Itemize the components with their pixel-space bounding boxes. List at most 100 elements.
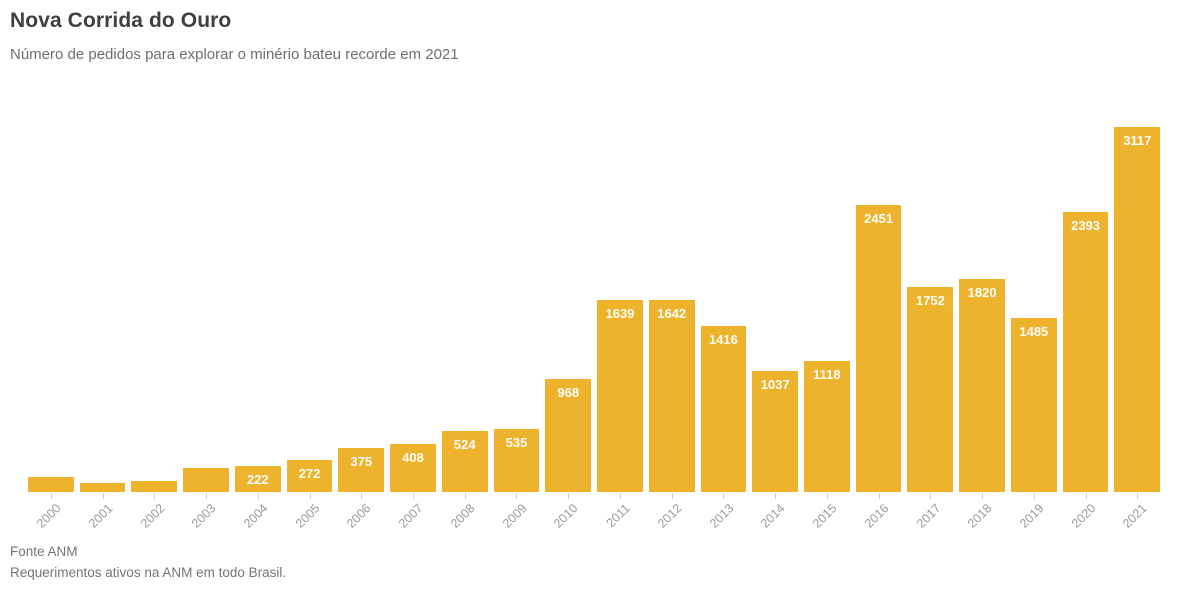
x-axis: 2000 2001 2002 2003 2004 2005 2006 2007 2008 2009… [28,492,1160,552]
x-axis-label: 2008 [447,501,478,531]
bar-value-label: 3117 [1123,133,1152,148]
axis-tick [930,493,932,499]
bar-2012: 1642 [648,300,695,492]
axis-tick [257,493,259,499]
x-axis-label: 2010 [551,501,581,531]
x-axis-label: 2001 [85,501,116,531]
x-axis-slot-2021: 2021 [1114,492,1160,552]
bar-value-label: 408 [402,450,424,465]
bar-2013: 1416 [700,326,747,492]
axis-tick [413,493,414,499]
bar-2014: 1037 [752,371,799,492]
bar-2000 [28,477,74,492]
chart-subtitle: Número de pedidos para explorar o minéri… [10,46,459,63]
x-axis-slot-2005: 2005 [287,492,333,552]
axis-tick [982,493,984,499]
axis-tick [516,493,518,499]
axis-tick [206,493,208,499]
bar-chart-plot-area: 222 272 375 408 524 535 968 1639 1642 1416 1037 111… [28,127,1161,492]
x-axis-slot-2019: 2019 [1011,492,1057,552]
bar-value-label: 2451 [864,211,894,226]
x-axis-label: 2007 [396,501,426,531]
bar-2009: 535 [493,429,540,492]
x-axis-label: 2016 [861,501,892,531]
x-axis-label: 2005 [292,501,323,531]
axis-tick [619,493,621,499]
x-axis-label: 2018 [965,501,995,531]
x-axis-label: 2009 [499,501,530,531]
bar-2017: 1752 [907,287,954,492]
bar-value-label: 1416 [708,332,738,347]
axis-tick [723,493,725,499]
axis-tick [309,493,311,499]
chart-footer: Fonte ANM Requerimentos ativos na ANM em… [10,541,286,583]
source-line: Fonte ANM [10,544,78,559]
x-axis-slot-2003: 2003 [183,492,229,552]
x-axis-label: 2006 [344,501,375,531]
bar-2021: 3117 [1114,127,1161,492]
x-axis-slot-2004: 2004 [235,492,281,552]
bar-value-label: 1485 [1019,324,1049,339]
bar-2001 [79,483,126,492]
bar-2006: 375 [338,448,385,492]
x-axis-slot-2016: 2016 [856,492,902,552]
bar-2011: 1639 [597,300,643,492]
x-axis-slot-2012: 2012 [649,492,695,552]
x-axis-slot-2011: 2011 [597,492,643,552]
bar-value-label: 1820 [967,285,997,300]
x-axis-slot-2006: 2006 [338,492,384,552]
x-axis-slot-2014: 2014 [752,492,798,552]
axis-tick [1033,493,1035,499]
axis-tick [568,493,570,499]
bar-2008: 524 [441,431,488,492]
bar-value-label: 222 [246,472,269,487]
x-axis-label: 2020 [1068,501,1099,531]
axis-tick [361,493,363,499]
x-axis-slot-2001: 2001 [80,492,126,552]
bar-value-label: 1642 [657,306,687,321]
x-axis-label: 2019 [1016,501,1047,531]
bar-value-label: 1037 [760,377,790,392]
x-axis-label: 2011 [603,501,633,531]
x-axis-slot-2002: 2002 [131,492,177,552]
axis-tick [154,493,156,499]
bar-value-label: 375 [350,454,373,469]
source-note: Requerimentos ativos na ANM em todo Bras… [10,565,287,580]
x-axis-slot-2020: 2020 [1063,492,1109,552]
x-axis-label: 2002 [137,501,168,531]
axis-tick [1085,493,1087,499]
bar-2020: 2393 [1062,212,1109,492]
x-axis-slot-2009: 2009 [494,492,540,552]
x-axis-slot-2008: 2008 [442,492,488,552]
bar-2018: 1820 [959,279,1005,492]
bar-2002 [131,481,178,492]
x-axis-label: 2015 [810,501,840,531]
x-axis-label: 2004 [240,501,271,531]
x-axis-slot-2000: 2000 [28,492,74,552]
axis-tick [671,493,673,499]
bar-2005: 272 [286,460,333,492]
bar-2007: 408 [390,444,436,492]
x-axis-slot-2018: 2018 [959,492,1005,552]
x-axis-slot-2017: 2017 [907,492,953,552]
x-axis-slot-2007: 2007 [390,492,436,552]
bar-2010: 968 [545,379,592,492]
x-axis-label: 2021 [1120,501,1151,531]
bar-value-label: 2393 [1071,218,1101,233]
x-axis-slot-2010: 2010 [545,492,591,552]
bar-value-label: 1118 [813,367,841,382]
x-axis-label: 2000 [34,501,64,531]
x-axis-slot-2015: 2015 [804,492,850,552]
bar-2003 [183,468,229,492]
x-axis-label: 2014 [758,501,788,531]
bar-2016: 2451 [855,205,902,492]
bar-value-label: 272 [298,466,321,481]
axis-tick [878,493,880,499]
bar-2019: 1485 [1010,318,1057,492]
bar-value-label: 524 [453,437,476,452]
x-axis-label: 2013 [706,501,737,531]
x-axis-label: 2003 [189,501,219,531]
bar-2004: 222 [234,466,281,492]
axis-tick [775,493,777,499]
